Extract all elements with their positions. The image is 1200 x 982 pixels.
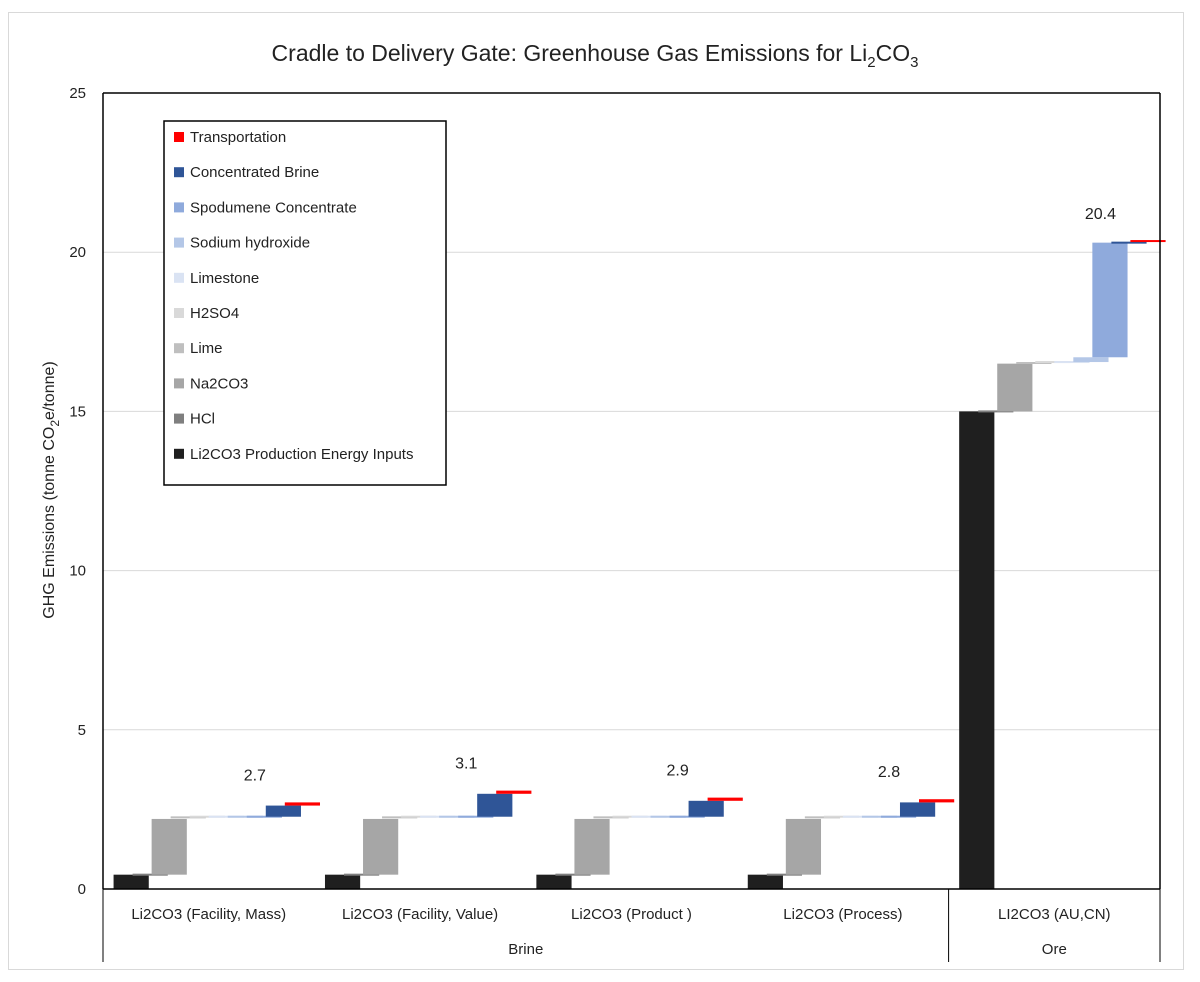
category-labels: Li2CO3 (Facility, Mass) Li2CO3 (Facility,… — [131, 906, 1110, 958]
bar-segment — [170, 816, 206, 819]
axes — [102, 92, 1161, 962]
bar-segment — [189, 815, 225, 818]
chart-title: Cradle to Delivery Gate: Greenhouse Gas … — [272, 40, 919, 71]
legend-label: Sodium hydroxide — [190, 235, 310, 252]
bar-segment — [747, 874, 783, 889]
bar-segment — [785, 818, 822, 875]
category-label: Li2CO3 (Facility, Value) — [342, 906, 498, 923]
chart-frame — [8, 12, 1184, 970]
legend-label: HCl — [190, 411, 215, 428]
bar-segment — [439, 815, 475, 818]
bar-segment — [477, 793, 513, 817]
bar-segment — [363, 818, 399, 875]
legend-label: Concentrated Brine — [190, 164, 319, 181]
bar-segment — [650, 815, 686, 818]
category-label: Li2CO3 (Facility, Mass) — [131, 906, 286, 923]
bar-segment — [113, 874, 149, 889]
legend-swatch — [174, 413, 184, 424]
bar-segment — [382, 816, 418, 819]
bar-segment — [669, 815, 705, 818]
bar-segment — [227, 815, 263, 818]
legend-label: H2SO4 — [190, 305, 239, 322]
total-label: 20.4 — [1085, 206, 1116, 223]
category-label: LI2CO3 (AU,CN) — [998, 906, 1111, 923]
bar-segment — [208, 815, 244, 818]
group-label: Ore — [1042, 941, 1067, 958]
bar-segment — [555, 873, 591, 876]
bar-segment — [1092, 242, 1128, 358]
bar-segment — [766, 873, 802, 876]
group-label: Brine — [508, 941, 543, 958]
bar-segment — [688, 800, 724, 817]
y-tick-label: 15 — [69, 403, 86, 420]
bar-segment — [420, 815, 456, 818]
legend-swatch — [174, 378, 184, 389]
bar-segment — [861, 815, 898, 818]
legend-swatch — [174, 237, 184, 248]
legend-label: Lime — [190, 340, 223, 357]
bar-segment — [1016, 362, 1052, 365]
bar-segment — [593, 816, 629, 819]
bar-segment — [707, 797, 743, 801]
bar-segment — [496, 790, 532, 794]
total-label: 3.1 — [455, 756, 477, 773]
bar-segment — [265, 805, 301, 817]
legend-swatch — [174, 448, 184, 459]
legend-swatch — [174, 167, 184, 178]
bar-segment — [919, 799, 955, 803]
legend-label: Transportation — [190, 129, 286, 146]
y-tick-labels: 0 5 10 15 20 25 — [69, 85, 86, 898]
bar-segment — [880, 815, 917, 818]
bar-segment — [246, 815, 282, 818]
y-axis-label: GHG Emissions (tonne CO2e/tonne) — [41, 361, 62, 618]
category-label: Li2CO3 (Process) — [783, 906, 902, 923]
bar-segment — [1073, 357, 1109, 363]
bar-segment — [1111, 241, 1147, 244]
legend-label: Na2CO3 — [190, 375, 248, 392]
bar-segment — [842, 815, 879, 818]
legend-label: Spodumene Concentrate — [190, 199, 357, 216]
bar-segment — [132, 873, 168, 876]
bar-segment — [959, 411, 995, 889]
legend-label: Limestone — [190, 270, 259, 287]
legend: Transportation Concentrated Brine Spodumen… — [163, 120, 447, 486]
total-labels: 2.7 3.1 2.9 2.8 20.4 — [244, 206, 1116, 784]
bar-segment — [284, 802, 321, 806]
bar-segment — [343, 873, 380, 876]
bar-segment — [401, 815, 437, 818]
bar-segment — [1054, 361, 1090, 364]
bar-segment — [574, 818, 610, 875]
y-tick-label: 20 — [69, 244, 86, 261]
legend-swatch — [174, 343, 184, 354]
bar-segment — [612, 815, 648, 818]
legend-label: Li2CO3 Production Energy Inputs — [190, 446, 413, 463]
legend-swatch — [174, 202, 184, 213]
bar-segment — [899, 802, 936, 817]
bar-segment — [823, 815, 860, 818]
legend-swatch — [174, 132, 184, 142]
bars — [113, 240, 1166, 889]
bar-segment — [458, 815, 494, 818]
bar-segment — [324, 874, 361, 889]
bar-segment — [997, 363, 1033, 412]
y-tick-label: 10 — [69, 563, 86, 580]
bar-segment — [804, 816, 841, 819]
bar-segment — [978, 410, 1014, 413]
bar-segment — [536, 874, 572, 889]
y-tick-label: 5 — [78, 722, 86, 739]
bar-segment — [1130, 240, 1166, 243]
bar-segment — [151, 818, 187, 875]
total-label: 2.8 — [878, 764, 900, 781]
bar-segment — [1035, 361, 1071, 364]
total-label: 2.9 — [667, 763, 689, 780]
y-tick-label: 25 — [69, 85, 86, 102]
y-tick-label: 0 — [78, 881, 86, 898]
legend-box — [163, 120, 447, 486]
category-label: Li2CO3 (Product ) — [571, 906, 692, 923]
bar-segment — [631, 815, 667, 818]
legend-swatch — [174, 272, 184, 283]
total-label: 2.7 — [244, 767, 266, 784]
legend-swatch — [174, 308, 184, 318]
